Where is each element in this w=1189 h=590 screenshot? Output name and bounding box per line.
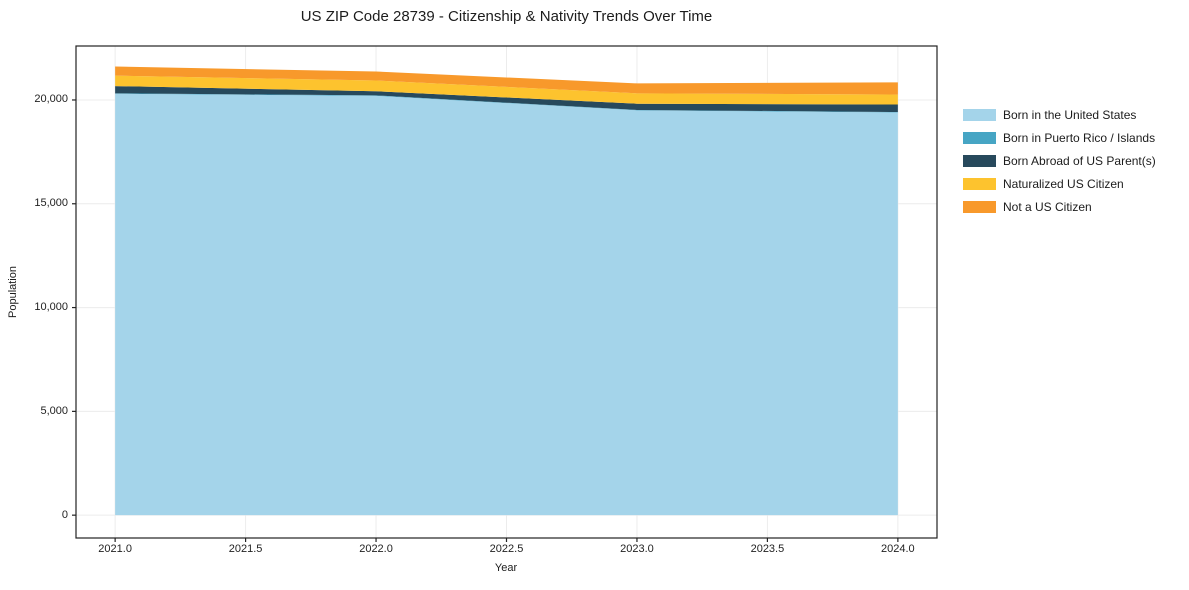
x-tick-label: 2021.0 <box>98 543 132 555</box>
legend-label: Naturalized US Citizen <box>1003 177 1124 191</box>
legend-label: Born in the United States <box>1003 108 1137 122</box>
y-tick-label: 20,000 <box>34 93 68 106</box>
y-tick-label: 0 <box>61 508 68 521</box>
legend-item: Born Abroad of US Parent(s) <box>963 153 1156 169</box>
x-tick-label: 2024.0 <box>881 543 915 555</box>
legend-swatch-born-abroad <box>963 155 996 167</box>
legend-label: Born Abroad of US Parent(s) <box>1003 154 1156 168</box>
legend-swatch-not-citizen <box>963 201 996 213</box>
legend-swatch-naturalized <box>963 178 996 190</box>
x-tick-label: 2022.5 <box>489 543 524 555</box>
legend-item: Naturalized US Citizen <box>963 176 1156 192</box>
legend-item: Born in Puerto Rico / Islands <box>963 130 1156 146</box>
y-tick-label: 15,000 <box>34 197 68 210</box>
x-tick-label: 2023.0 <box>620 543 654 555</box>
legend: Born in the United States Born in Puerto… <box>963 107 1156 215</box>
x-tick-label: 2022.0 <box>359 543 393 555</box>
legend-label: Born in Puerto Rico / Islands <box>1003 131 1156 145</box>
chart-title: US ZIP Code 28739 - Citizenship & Nativi… <box>300 8 713 25</box>
legend-swatch-born-in-us <box>963 109 996 121</box>
y-tick-label: 10,000 <box>34 301 68 314</box>
x-axis-label: Year <box>494 562 518 574</box>
x-tick-label: 2023.5 <box>750 543 785 555</box>
legend-item: Not a US Citizen <box>963 199 1156 215</box>
legend-swatch-born-puerto-rico <box>963 132 996 144</box>
legend-label: Not a US Citizen <box>1003 200 1092 214</box>
y-tick-label: 5,000 <box>40 404 68 417</box>
legend-item: Born in the United States <box>963 107 1156 123</box>
x-tick-label: 2021.5 <box>228 543 263 555</box>
